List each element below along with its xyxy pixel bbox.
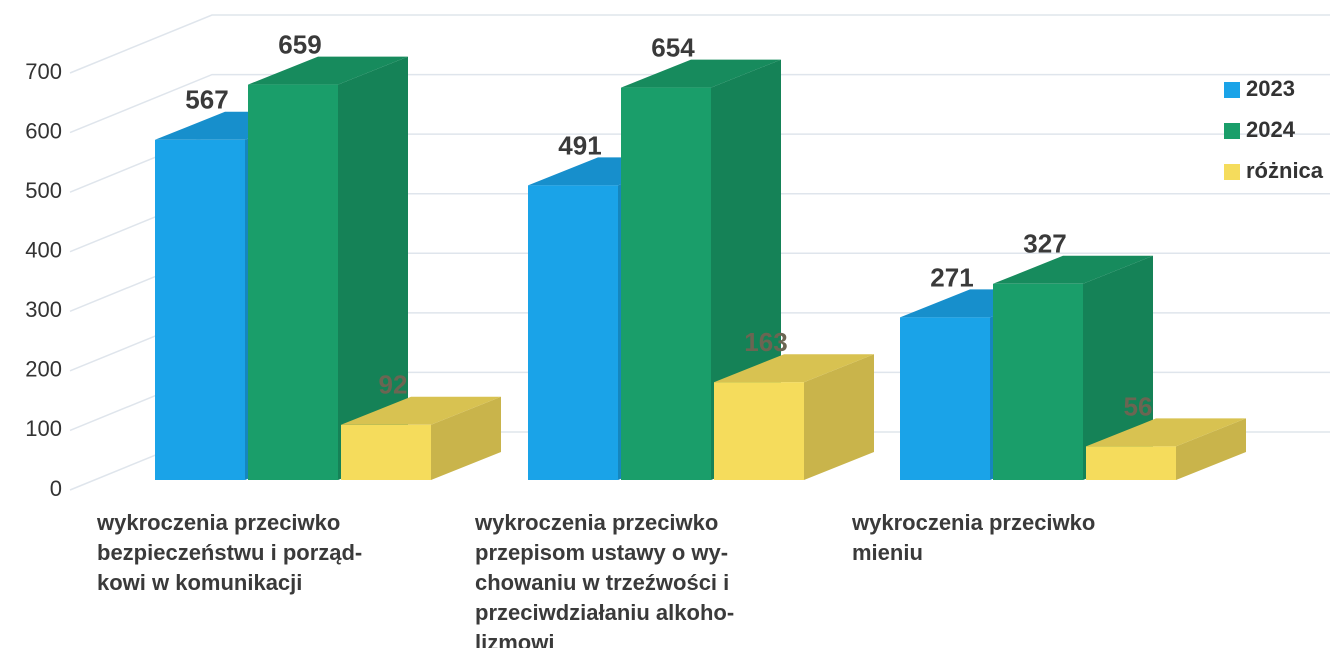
x-tick-label: wykroczenia przeciwko przepisom ustawy o… — [475, 510, 735, 648]
bar — [528, 185, 618, 480]
bar-top — [993, 255, 1153, 284]
x-tick-label: wykroczenia przeciwko mieniu — [852, 510, 1096, 565]
bar-side — [804, 354, 874, 480]
grid-line — [69, 73, 1330, 134]
bar — [900, 317, 990, 480]
y-tick-label: 200 — [25, 357, 62, 382]
bar — [993, 283, 1083, 480]
data-label: 271 — [930, 262, 973, 292]
bar-top — [621, 59, 781, 88]
data-label: 659 — [278, 29, 321, 59]
legend-label: 2024 — [1246, 117, 1296, 142]
y-tick-label: 100 — [25, 416, 62, 441]
bar-side — [431, 396, 501, 480]
bar-top — [248, 56, 408, 85]
y-tick-label: 600 — [25, 118, 62, 143]
y-tick-label: 500 — [25, 178, 62, 203]
bar-side — [1083, 255, 1153, 480]
legend-label: różnica — [1246, 158, 1324, 183]
bar — [714, 382, 804, 480]
legend-swatch — [1224, 164, 1240, 180]
bar-side — [338, 56, 408, 480]
legend-swatch — [1224, 82, 1240, 98]
bar-side — [1176, 418, 1246, 480]
y-tick-label: 400 — [25, 238, 62, 263]
bar — [621, 87, 711, 480]
legend-label: 2023 — [1246, 76, 1295, 101]
bar — [155, 139, 245, 481]
bar — [248, 84, 338, 480]
data-label: 491 — [558, 130, 601, 160]
legend-swatch — [1224, 123, 1240, 139]
data-label: 567 — [185, 85, 228, 115]
y-tick-label: 0 — [50, 476, 62, 501]
data-label: 163 — [744, 327, 787, 357]
y-tick-label: 700 — [25, 59, 62, 84]
data-label: 92 — [379, 370, 408, 400]
data-label: 654 — [651, 32, 695, 62]
bar-top — [1086, 418, 1246, 447]
y-tick-label: 300 — [25, 297, 62, 322]
data-label: 56 — [1124, 391, 1153, 421]
x-tick-label: wykroczenia przeciwko bezpieczeństwu i p… — [97, 510, 363, 595]
data-label: 327 — [1023, 229, 1066, 259]
bar-top — [341, 396, 501, 425]
grid-line — [69, 14, 1330, 74]
bar — [341, 424, 431, 480]
bar-top — [714, 354, 874, 383]
bar — [1086, 446, 1176, 480]
